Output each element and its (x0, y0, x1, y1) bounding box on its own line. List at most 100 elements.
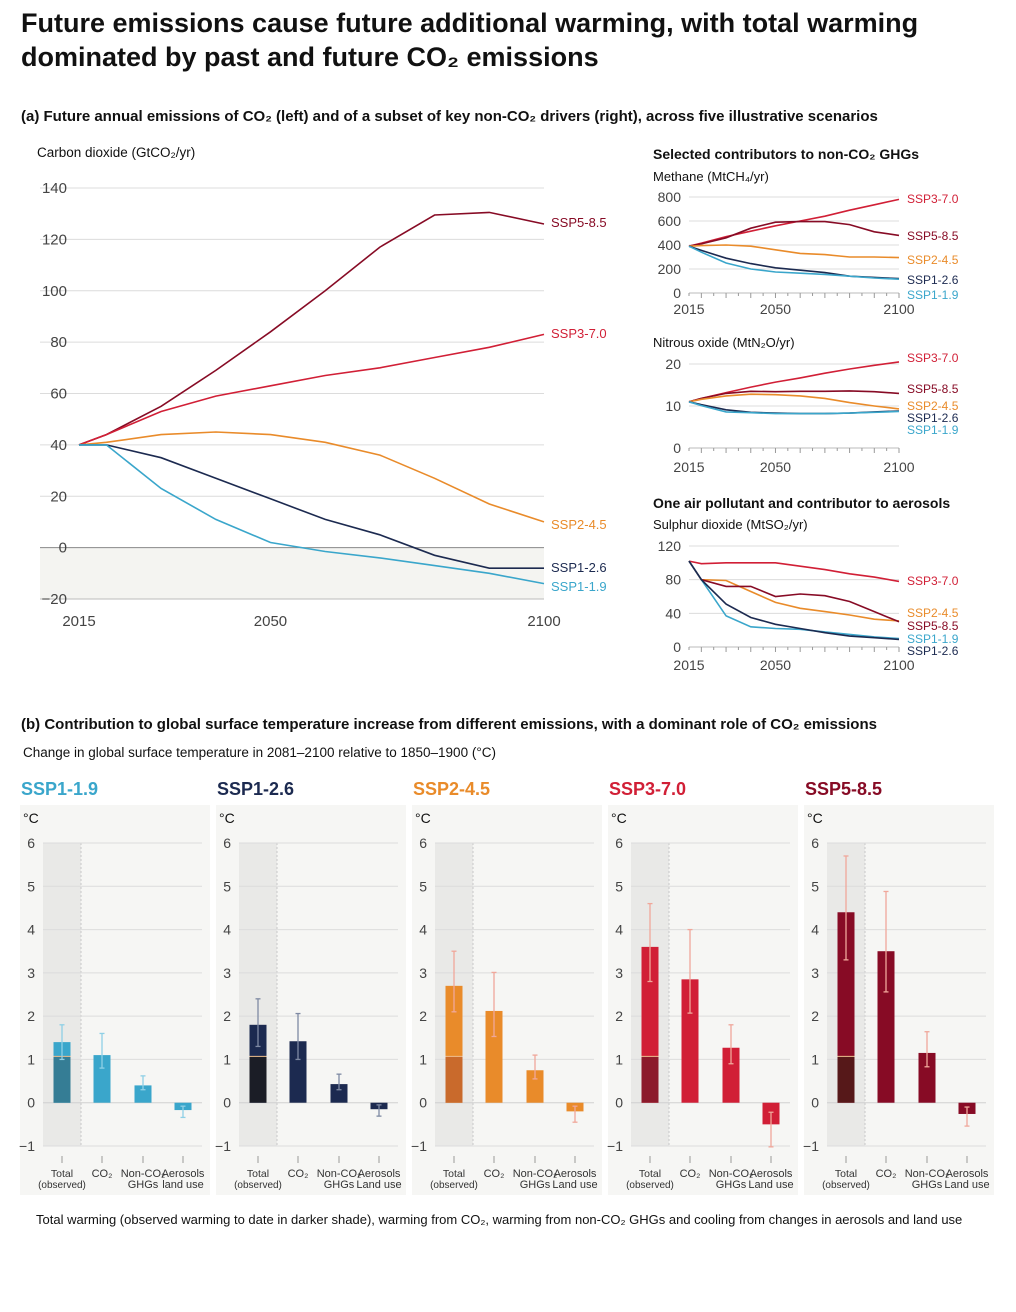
series-line-SSP5-8.5 (688, 390, 900, 403)
y-tick-label: 200 (658, 261, 682, 277)
y-tick-label: 1 (223, 1051, 231, 1067)
bar-observed (249, 1056, 267, 1103)
ch4-ylabel: Methane (MtCH₄/yr) (653, 169, 769, 184)
bar-co2 (681, 979, 699, 1103)
series-line-SSP2-4.5 (688, 244, 900, 259)
series-label: SSP5-8.5 (907, 382, 959, 396)
bar-non-co2 (134, 1085, 152, 1103)
bar-co2 (877, 951, 895, 1103)
y-tick-label: 0 (673, 285, 681, 301)
category-label: (observed) (234, 1180, 282, 1191)
x-tick-label: 2100 (883, 301, 914, 317)
category-label: (observed) (626, 1180, 674, 1191)
y-tick-label: 0 (673, 639, 681, 655)
y-tick-label: 6 (615, 835, 623, 851)
unit-label: °C (23, 810, 39, 826)
panel-title: SSP1-2.6 (217, 779, 294, 799)
y-tick-label: 2 (223, 1008, 231, 1024)
so2-ylabel: Sulphur dioxide (MtSO₂/yr) (653, 517, 808, 532)
series-label: SSP1-1.9 (907, 632, 959, 646)
y-tick-label: 3 (811, 965, 819, 981)
y-tick-label: 0 (419, 1095, 427, 1111)
category-label: CO₂ (484, 1168, 505, 1180)
series-label: SSP1-1.9 (907, 423, 959, 437)
x-tick-label: 2100 (527, 613, 560, 630)
category-label: CO₂ (92, 1168, 113, 1180)
series-line-SSP1-2.6 (688, 245, 900, 280)
y-tick-label: 6 (27, 835, 35, 851)
series-line-SSP3-7.0 (78, 333, 545, 446)
so2-chart: 0 40 80 120 2015 2050 2100 SSP3-7.0 SSP2-4.5SSP5… (658, 538, 959, 673)
category-label: Non-CO₂ (121, 1168, 166, 1180)
y-tick-label: 4 (419, 922, 427, 938)
series-line-SSP3-7.0 (688, 560, 900, 583)
category-label: (observed) (822, 1180, 870, 1191)
bar-panel-SSP3-7.0: SSP3-7.0 °C −1 0 1 2 3 4 5 6 Total(observed) CO₂ Non… (607, 779, 798, 1195)
series-label: SSP3-7.0 (907, 351, 959, 365)
series-label: SSP3-7.0 (907, 574, 959, 588)
y-tick-label: 2 (811, 1008, 819, 1024)
panel-title: SSP5-8.5 (805, 779, 882, 799)
y-tick-label: 1 (811, 1051, 819, 1067)
co2-ylabel: Carbon dioxide (GtCO₂/yr) (37, 145, 196, 160)
category-label: Land use (356, 1179, 401, 1191)
y-tick-label: 4 (811, 922, 819, 938)
category-label: Total (51, 1168, 73, 1180)
y-tick-label: 6 (811, 835, 819, 851)
panel-b-heading: (b) Contribution to global surface tempe… (21, 716, 877, 733)
series-label: SSP2-4.5 (907, 399, 959, 413)
category-label: Aerosols (162, 1168, 205, 1180)
y-tick-label: 6 (223, 835, 231, 851)
category-label: Land use (944, 1179, 989, 1191)
y-tick-label: 120 (42, 231, 67, 248)
series-line-SSP5-8.5 (688, 220, 900, 247)
series-line-SSP1-2.6 (79, 444, 544, 569)
category-label: Aerosols (554, 1168, 597, 1180)
bar-observed (445, 1056, 463, 1103)
series-line-SSP1-1.9 (688, 401, 900, 415)
y-tick-label: −20 (42, 591, 67, 608)
y-tick-label: 60 (50, 386, 67, 403)
ch4-chart: 0 200 400 600 800 2015 2050 2100 SSP3-7.0 SSP5-8.… (658, 189, 959, 317)
bar-non-co2 (330, 1084, 348, 1103)
bar-panel-SSP1-2.6: SSP1-2.6 °C −1 0 1 2 3 4 5 6 Total(observed) CO₂ Non… (215, 779, 406, 1195)
y-tick-label: 10 (665, 398, 681, 414)
category-label: Non-CO₂ (905, 1168, 950, 1180)
category-label: (observed) (430, 1180, 478, 1191)
panel-a-heading: (a) Future annual emissions of CO₂ (left… (21, 108, 878, 125)
y-tick-label: 3 (615, 965, 623, 981)
x-tick-label: 2015 (62, 613, 95, 630)
panel-b-caption: Total warming (observed warming to date … (36, 1212, 963, 1227)
category-label: CO₂ (288, 1168, 309, 1180)
y-tick-label: 3 (27, 965, 35, 981)
category-label: Non-CO₂ (709, 1168, 754, 1180)
category-label: GHGs (324, 1179, 355, 1191)
y-tick-label: 120 (658, 538, 682, 554)
series-line-SSP5-8.5 (688, 560, 900, 623)
series-line-SSP1-1.9 (79, 444, 545, 585)
series-label: SSP2-4.5 (907, 253, 959, 267)
y-tick-label: −1 (607, 1138, 623, 1154)
figure-title: Future emissions cause future additional… (21, 8, 919, 72)
y-tick-label: 3 (419, 965, 427, 981)
series-label: SSP2-4.5 (907, 606, 959, 620)
x-tick-label: 2015 (673, 657, 704, 673)
series-label: SSP1-1.9 (551, 579, 607, 594)
negative-region (40, 547, 544, 599)
y-tick-label: 2 (419, 1008, 427, 1024)
ghg-heading: Selected contributors to non-CO₂ GHGs (653, 146, 920, 162)
category-label: Aerosols (358, 1168, 401, 1180)
y-tick-label: 600 (658, 213, 682, 229)
category-label: GHGs (128, 1179, 159, 1191)
category-label: Aerosols (750, 1168, 793, 1180)
category-label: (observed) (38, 1180, 86, 1191)
y-tick-label: 0 (59, 540, 67, 557)
y-tick-label: −1 (19, 1138, 35, 1154)
aerosol-heading: One air pollutant and contributor to aer… (653, 495, 951, 511)
series-label: SSP1-2.6 (907, 411, 959, 425)
series-line-SSP2-4.5 (688, 393, 900, 410)
x-tick-label: 2050 (760, 459, 791, 475)
bar-observed (837, 1056, 855, 1103)
y-tick-label: 5 (811, 878, 819, 894)
